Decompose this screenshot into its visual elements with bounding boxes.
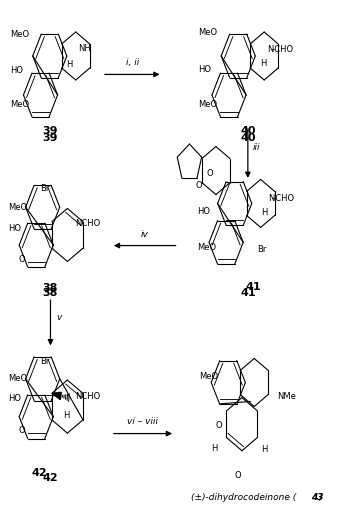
Text: vi – viii: vi – viii xyxy=(127,417,159,426)
Text: O: O xyxy=(196,181,202,190)
Text: –CHO: –CHO xyxy=(271,45,294,54)
Text: N: N xyxy=(268,194,275,203)
Text: O: O xyxy=(215,421,222,430)
Text: MeO: MeO xyxy=(199,372,218,381)
Text: NCHO: NCHO xyxy=(75,220,100,229)
Text: H: H xyxy=(66,60,72,70)
Text: Br: Br xyxy=(40,357,49,366)
Text: 40: 40 xyxy=(240,126,256,136)
Text: MeO: MeO xyxy=(197,243,216,252)
Text: H: H xyxy=(63,411,70,420)
Text: 42: 42 xyxy=(43,473,58,483)
Text: H: H xyxy=(211,444,217,453)
Text: 38: 38 xyxy=(43,288,58,298)
Text: iii: iii xyxy=(252,144,260,153)
Text: i, ii: i, ii xyxy=(126,58,139,67)
Text: Br: Br xyxy=(257,246,266,254)
Text: 41: 41 xyxy=(240,288,256,298)
Text: N: N xyxy=(267,45,273,54)
Text: HO: HO xyxy=(197,207,210,216)
Text: –CHO: –CHO xyxy=(272,194,295,203)
Text: H: H xyxy=(260,59,266,69)
Text: MeO: MeO xyxy=(9,374,27,383)
Text: 38: 38 xyxy=(43,282,58,293)
Text: HO: HO xyxy=(198,64,211,73)
Text: O: O xyxy=(235,471,242,480)
Text: O: O xyxy=(206,169,213,178)
Text: HO: HO xyxy=(9,224,21,233)
Text: MeO: MeO xyxy=(10,100,29,109)
Text: H: H xyxy=(261,209,268,218)
Text: 39: 39 xyxy=(43,134,58,144)
Text: O: O xyxy=(18,427,25,436)
Text: HO: HO xyxy=(10,65,23,74)
Text: 39: 39 xyxy=(42,126,57,136)
Text: MeO: MeO xyxy=(9,203,27,212)
Text: NMe: NMe xyxy=(277,392,296,401)
Text: MeO: MeO xyxy=(10,30,29,39)
Text: MeO: MeO xyxy=(198,100,217,109)
Text: H: H xyxy=(261,445,267,454)
Text: HO: HO xyxy=(9,394,21,403)
Text: 41: 41 xyxy=(245,281,261,291)
Text: v: v xyxy=(56,313,61,322)
Text: MeO: MeO xyxy=(198,28,217,37)
Text: 42: 42 xyxy=(32,468,47,478)
Text: Br: Br xyxy=(40,184,49,193)
Polygon shape xyxy=(52,392,61,400)
Text: 43: 43 xyxy=(311,493,324,502)
Text: 40: 40 xyxy=(240,134,256,144)
Text: NCHO: NCHO xyxy=(75,392,100,401)
Text: O: O xyxy=(18,255,25,265)
Text: iv: iv xyxy=(141,230,149,239)
Text: (±)-dihydrocodeinone (: (±)-dihydrocodeinone ( xyxy=(191,493,296,502)
Text: NH: NH xyxy=(78,44,91,53)
Text: ): ) xyxy=(318,493,322,502)
